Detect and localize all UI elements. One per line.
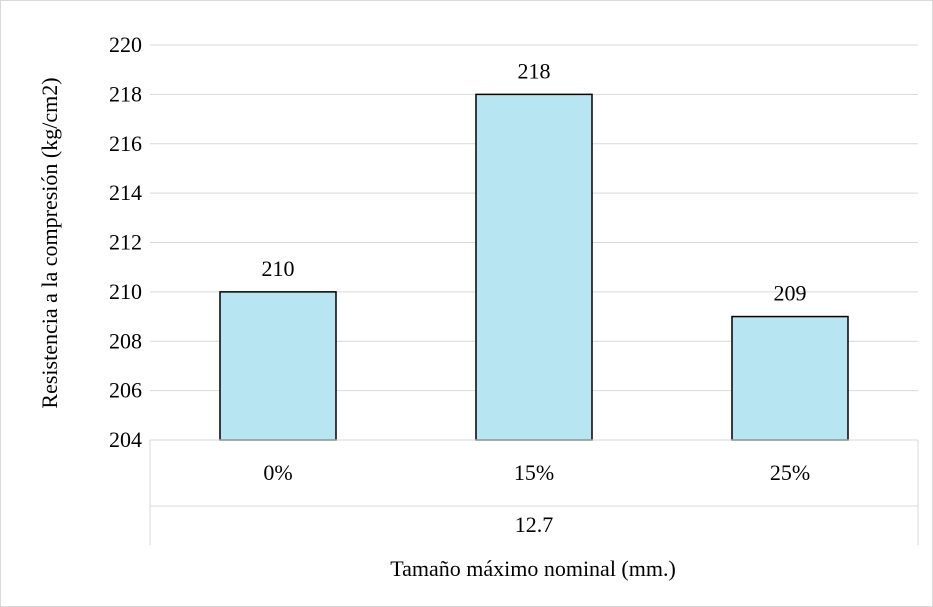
data-label: 209 — [774, 281, 807, 306]
x-axis-title: Tamaño máximo nominal (mm.) — [390, 556, 676, 581]
data-label: 210 — [262, 256, 295, 281]
y-tick-label: 218 — [109, 81, 142, 106]
x-tick-label: 15% — [514, 460, 554, 485]
y-tick-label: 210 — [109, 279, 142, 304]
data-label: 218 — [518, 58, 551, 83]
bars — [219, 93, 849, 441]
y-tick-labels: 204 206 208 210 212 214 216 218 220 — [109, 32, 142, 452]
y-tick-label: 206 — [109, 378, 142, 403]
bar-15pct — [475, 93, 593, 441]
y-tick-label: 220 — [109, 32, 142, 57]
x-group-label: 12.7 — [515, 512, 554, 537]
y-tick-label: 216 — [109, 131, 142, 156]
x-tick-label: 0% — [263, 460, 292, 485]
data-labels: 210 218 209 — [262, 58, 807, 305]
x-tick-label: 25% — [770, 460, 810, 485]
y-tick-label: 204 — [109, 427, 142, 452]
x-axis: 0% 15% 25% 12.7 — [149, 439, 919, 545]
y-axis-title: Resistencia a la compresión (kg/cm2) — [37, 77, 62, 408]
bar-25pct — [731, 315, 849, 441]
y-tick-label: 214 — [109, 180, 142, 205]
y-tick-label: 208 — [109, 328, 142, 353]
y-tick-label: 212 — [109, 230, 142, 255]
bar-0pct — [219, 291, 337, 441]
